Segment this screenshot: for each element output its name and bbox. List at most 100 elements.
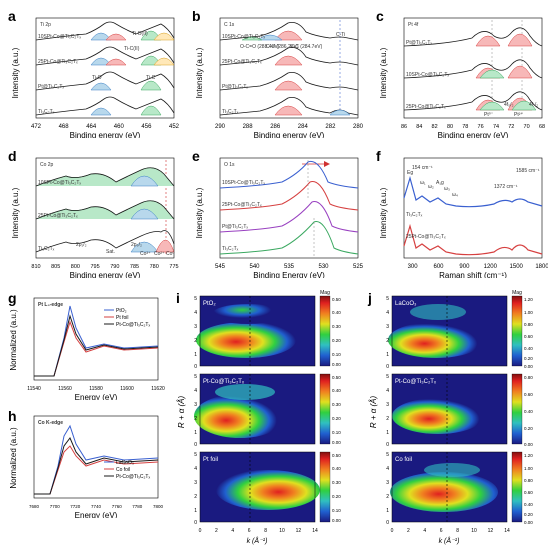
svg-text:10: 10 xyxy=(471,528,477,534)
svg-text:10: 10 xyxy=(279,528,285,534)
svg-text:2p₃/₂: 2p₃/₂ xyxy=(131,242,142,248)
svg-text:5: 5 xyxy=(386,452,389,458)
svg-text:0.40: 0.40 xyxy=(332,310,341,315)
svg-text:0: 0 xyxy=(194,520,197,526)
svg-text:0.20: 0.20 xyxy=(524,512,533,517)
svg-text:0.00: 0.00 xyxy=(524,520,533,525)
panel-j-chart: LaCoO₃ Mag 1.201.000.800.600.400.200.00 … xyxy=(368,290,552,548)
svg-text:11620: 11620 xyxy=(151,386,165,392)
svg-text:7760: 7760 xyxy=(112,504,123,509)
svg-text:25Pt-Co@Ti₃C₂Tₓ: 25Pt-Co@Ti₃C₂Tₓ xyxy=(222,202,262,208)
panel-b-chart: C 1s 10SPt-Co@Ti₃C₂Tₓ 25Pt-Co@Ti₃C₂Tₓ Pt… xyxy=(192,8,364,138)
svg-text:C-Ti: C-Ti xyxy=(336,32,345,38)
svg-text:1372 cm⁻¹: 1372 cm⁻¹ xyxy=(494,184,518,190)
panel-d: d Co 2p 10SPt-Co@Ti₃C₂Tₓ 25Pt-Co@Ti₃C₂Tₓ xyxy=(8,148,180,278)
svg-text:Ti-O(II): Ti-O(II) xyxy=(132,31,148,37)
svg-text:68: 68 xyxy=(539,124,545,130)
svg-text:5: 5 xyxy=(194,296,197,302)
svg-text:288: 288 xyxy=(243,124,254,130)
svg-text:0.80: 0.80 xyxy=(524,322,533,327)
svg-text:0.10: 0.10 xyxy=(332,352,341,357)
panel-e-chart: O 1s 10SPt-Co@Ti₃C₂Tₓ 25Pt-Co@Ti₃C₂Tₓ Pt… xyxy=(192,148,364,278)
svg-text:Pt 4f: Pt 4f xyxy=(408,22,419,28)
svg-text:5: 5 xyxy=(386,296,389,302)
svg-text:780: 780 xyxy=(150,264,159,270)
svg-text:7720: 7720 xyxy=(70,504,81,509)
svg-text:0.60: 0.60 xyxy=(524,490,533,495)
svg-text:Ti₃C₂Tₓ: Ti₃C₂Tₓ xyxy=(222,109,239,115)
svg-text:290: 290 xyxy=(215,124,226,130)
svg-text:Ti₃C₂Tₓ: Ti₃C₂Tₓ xyxy=(38,109,55,115)
panel-a: a Ti 2p 10SPt-Co@Ti₃C₂Tₓ 25Pt-Co@Ti₃C₂Tₓ xyxy=(8,8,180,138)
svg-text:0.40: 0.40 xyxy=(332,466,341,471)
svg-text:4: 4 xyxy=(194,388,197,394)
svg-text:468: 468 xyxy=(59,124,70,130)
svg-text:2: 2 xyxy=(194,416,197,422)
svg-text:Co 2p: Co 2p xyxy=(40,162,54,168)
svg-text:Binding energy (eV): Binding energy (eV) xyxy=(438,131,509,138)
svg-text:2: 2 xyxy=(194,494,197,500)
svg-text:84: 84 xyxy=(416,124,422,130)
svg-text:Pt@Ti₃C₂Tₓ: Pt@Ti₃C₂Tₓ xyxy=(222,224,248,230)
svg-text:1: 1 xyxy=(194,508,197,514)
svg-text:0.40: 0.40 xyxy=(524,502,533,507)
svg-text:600: 600 xyxy=(433,264,444,270)
svg-text:ω₃: ω₃ xyxy=(444,186,450,192)
svg-text:1585 cm⁻¹: 1585 cm⁻¹ xyxy=(516,168,540,174)
svg-text:0.20: 0.20 xyxy=(332,416,341,421)
panel-f-chart: Ti₃C₂Tₓ 25Pt-Co@Ti₃C₂Tₓ Eg 154 cm⁻¹ ω₁ ω… xyxy=(376,148,548,278)
svg-text:25Pt-Co@Ti₃C₂Tₓ: 25Pt-Co@Ti₃C₂Tₓ xyxy=(406,234,446,240)
svg-text:0: 0 xyxy=(386,364,389,370)
svg-text:Ti₃C₂Tₓ: Ti₃C₂Tₓ xyxy=(38,246,55,252)
svg-text:Co foil: Co foil xyxy=(116,467,130,473)
svg-text:810: 810 xyxy=(31,264,40,270)
svg-text:12: 12 xyxy=(296,528,302,534)
svg-text:Pt-Co@Ti₃C₂Tₓ: Pt-Co@Ti₃C₂Tₓ xyxy=(203,379,244,385)
svg-text:800: 800 xyxy=(71,264,80,270)
panel-j-label: j xyxy=(368,290,372,306)
svg-text:86: 86 xyxy=(401,124,407,130)
svg-text:540: 540 xyxy=(249,264,260,270)
svg-text:4: 4 xyxy=(386,388,389,394)
svg-text:Ti₃C₂Tₓ: Ti₃C₂Tₓ xyxy=(222,246,239,252)
svg-text:Mag: Mag xyxy=(320,290,330,296)
svg-text:0: 0 xyxy=(391,528,394,534)
svg-text:Raman shift (cm⁻¹): Raman shift (cm⁻¹) xyxy=(439,271,507,278)
svg-text:11560: 11560 xyxy=(58,386,72,392)
svg-text:5: 5 xyxy=(386,374,389,380)
svg-text:0.00: 0.00 xyxy=(332,362,341,367)
svg-text:284: 284 xyxy=(298,124,309,130)
svg-text:Ti-O: Ti-O xyxy=(92,75,102,81)
svg-text:3: 3 xyxy=(386,402,389,408)
svg-text:0: 0 xyxy=(386,520,389,526)
svg-text:4: 4 xyxy=(386,310,389,316)
svg-text:Intensity (a.u.): Intensity (a.u.) xyxy=(195,47,204,98)
svg-text:78: 78 xyxy=(462,124,468,130)
svg-text:1.00: 1.00 xyxy=(524,466,533,471)
svg-text:72: 72 xyxy=(508,124,514,130)
panel-e: e O 1s 10SPt-Co@Ti₃C₂Tₓ 25Pt-Co@Ti₃C₂Tₓ … xyxy=(192,148,364,278)
svg-text:0: 0 xyxy=(199,528,202,534)
svg-text:456: 456 xyxy=(141,124,152,130)
panel-a-title: Ti 2p xyxy=(40,22,51,28)
svg-text:7700: 7700 xyxy=(50,504,61,509)
svg-text:Pt²⁺: Pt²⁺ xyxy=(514,112,523,118)
svg-text:11600: 11600 xyxy=(120,386,134,392)
svg-text:1.20: 1.20 xyxy=(524,453,533,458)
svg-text:C 1s: C 1s xyxy=(224,22,235,28)
svg-text:3: 3 xyxy=(386,480,389,486)
panel-g-label: g xyxy=(8,290,17,306)
svg-text:Pt@Ti₃C₂Tₓ: Pt@Ti₃C₂Tₓ xyxy=(38,84,64,90)
svg-text:10SPt-Co@Ti₃C₂Tₓ: 10SPt-Co@Ti₃C₂Tₓ xyxy=(38,180,81,186)
svg-text:10SPt-Co@Ti₃C₂Tₓ: 10SPt-Co@Ti₃C₂Tₓ xyxy=(38,34,81,40)
panel-c-label: c xyxy=(376,8,384,24)
svg-text:Normalized (a.u.): Normalized (a.u.) xyxy=(9,427,18,489)
svg-text:Intensity (a.u.): Intensity (a.u.) xyxy=(11,47,20,98)
svg-text:805: 805 xyxy=(51,264,60,270)
svg-text:Sat.: Sat. xyxy=(106,249,115,255)
svg-text:1: 1 xyxy=(194,430,197,436)
svg-text:790: 790 xyxy=(110,264,119,270)
svg-text:1200: 1200 xyxy=(484,264,498,270)
svg-text:0.10: 0.10 xyxy=(332,508,341,513)
svg-text:LaCoO₃: LaCoO₃ xyxy=(395,301,417,307)
